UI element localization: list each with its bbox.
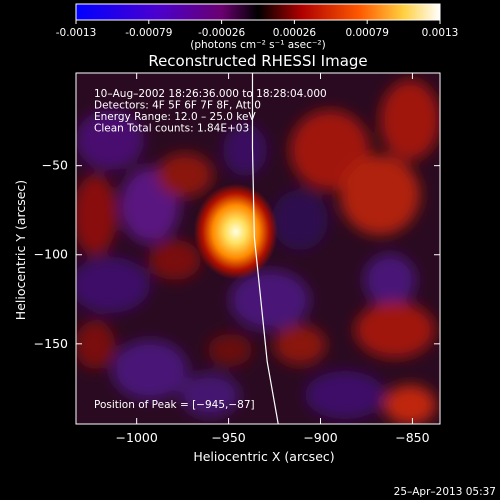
x-axis-ticks: −1000 −950 −900 −850 [116,73,430,445]
y-tick-label: −150 [34,336,68,351]
x-axis-label: Heliocentric X (arcsec) [193,449,334,464]
colorbar-tick-label: 0.00079 [345,27,388,39]
x-tick-label: −950 [211,430,245,445]
y-tick-label: −100 [34,247,68,262]
info-line: Detectors: 4F 5F 6F 7F 8F, Att 0 [94,100,261,112]
x-tick-label: −1000 [116,430,158,445]
colorbar: -0.0013 -0.00079 -0.00026 0.00026 0.00079 0.0… [56,3,459,51]
info-line: 10–Aug–2002 18:26:36.000 to 18:28:04.000 [94,88,327,100]
x-tick-label: −900 [303,430,337,445]
heatmap-image [76,73,440,424]
colorbar-tick-label: -0.0013 [56,27,97,39]
colorbar-tick-label: 0.0013 [422,27,459,39]
chart-title: Reconstructed RHESSI Image [148,52,367,70]
colorbar-tick-label: -0.00079 [125,27,172,39]
colorbar-tick-label: -0.00026 [198,27,246,39]
info-line: Clean Total counts: 1.84E+03 [94,123,249,135]
solar-limb-line [251,73,279,424]
peak-source [193,183,278,280]
colorbar-tick-label: 0.00026 [273,27,317,39]
colorbar-units: (photons cm⁻² s⁻¹ asec⁻²) [190,39,325,51]
colorbar-tick-labels: -0.0013 -0.00079 -0.00026 0.00026 0.00079 0.0… [56,27,459,39]
peak-position-label: Position of Peak = [−945,−87] [94,399,255,411]
y-axis-ticks: −50 −100 −150 [34,158,440,351]
observation-info: 10–Aug–2002 18:26:36.000 to 18:28:04.000… [94,88,327,135]
info-line: Energy Range: 12.0 – 25.0 keV [94,111,256,123]
x-tick-label: −850 [395,430,429,445]
timestamp: 25–Apr–2013 05:37 [394,486,496,498]
y-axis-label: Heliocentric Y (arcsec) [13,180,28,320]
colorbar-gradient [75,3,441,21]
colorbar-ticks [75,20,441,24]
plot-frame [75,72,441,425]
y-tick-label: −50 [42,158,68,173]
